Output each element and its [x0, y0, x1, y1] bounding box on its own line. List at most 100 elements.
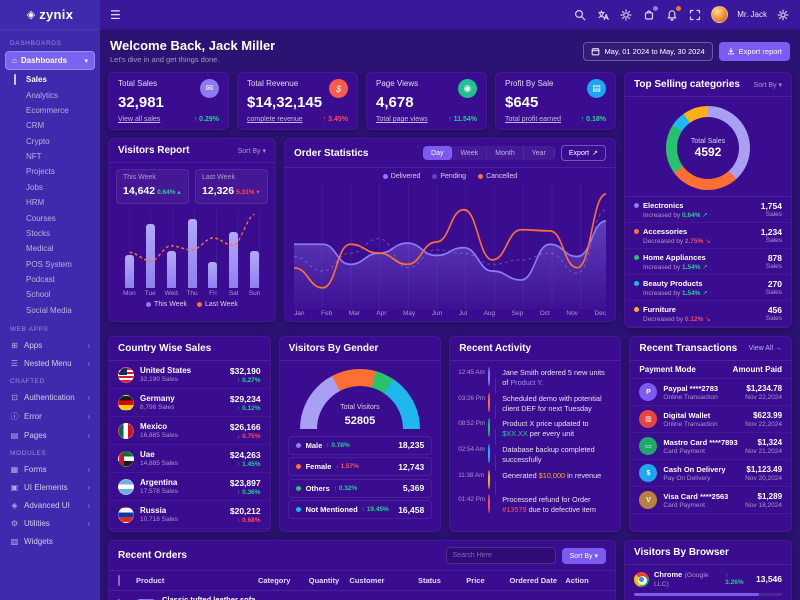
- category-label: Accessories: [643, 226, 688, 236]
- sidebar-item-authentication[interactable]: ⊡ Authentication ›: [0, 388, 100, 406]
- sidebar-item-medical[interactable]: Medical: [26, 244, 54, 254]
- sidebar-item-ecommerce[interactable]: Ecommerce: [26, 105, 69, 115]
- x-label: May: [403, 310, 416, 317]
- tab-day[interactable]: Day: [423, 146, 453, 160]
- user-avatar[interactable]: [711, 6, 729, 23]
- chevron-right-icon: ›: [87, 411, 90, 421]
- sidebar-item-projects[interactable]: Projects: [26, 167, 55, 177]
- order-statistics-card: Order Statistics Day Week Month Year Exp…: [284, 138, 616, 322]
- theme-sun-icon[interactable]: [619, 8, 633, 22]
- category-value: 1,234: [760, 227, 782, 237]
- search-input[interactable]: [445, 547, 556, 564]
- user-name[interactable]: Mr. Jack: [737, 10, 767, 19]
- x-label: Apr: [376, 310, 387, 317]
- line-chart-legend: Delivered Pending Cancelled: [285, 168, 615, 182]
- bar-column: [244, 210, 265, 288]
- sidebar-item-nested-menu[interactable]: ☰ Nested Menu ›: [0, 354, 100, 372]
- kpi-link[interactable]: Total profit earned: [505, 116, 562, 123]
- cart-icon[interactable]: [642, 5, 659, 22]
- sort-by-dropdown[interactable]: Sort By ▾: [754, 81, 782, 89]
- date-range-picker[interactable]: May, 01 2024 to May, 30 2024: [583, 41, 713, 61]
- visitors-by-browser-card: Visitors By Browser Chrome (Google LLC) …: [624, 540, 792, 600]
- sidebar-item-hrm[interactable]: HRM: [26, 198, 45, 208]
- view-all-link[interactable]: View All →: [748, 345, 783, 352]
- sidebar-item-utilities[interactable]: ⚙ Utilities ›: [0, 514, 100, 532]
- activity-pre: Jane Smith ordered 5 new units of: [502, 368, 605, 387]
- donut-center-label: Total Sales: [690, 137, 726, 145]
- activity-text: Generated $10,000 in revenue: [502, 471, 611, 489]
- logo-icon: ◈: [26, 9, 36, 21]
- trend-arrow-icon: ↗: [702, 263, 708, 271]
- sidebar-item-jobs[interactable]: Jobs: [26, 182, 43, 192]
- fullscreen-icon[interactable]: [688, 8, 702, 22]
- bell-icon[interactable]: [665, 5, 682, 22]
- sidebar-item-error[interactable]: ⓘ Error ›: [0, 406, 100, 426]
- sidebar-item-label: Nested Menu: [24, 358, 72, 368]
- advanced-ui-icon: ◈: [11, 500, 18, 510]
- translate-icon[interactable]: [596, 8, 610, 22]
- legend-label: This Week: [154, 301, 187, 308]
- select-all-checkbox[interactable]: [118, 575, 120, 586]
- export-report-button[interactable]: Export report: [718, 41, 790, 61]
- x-label: Feb: [320, 310, 333, 317]
- gender-value: 5,369: [402, 483, 425, 493]
- amount-paid: $623.99: [753, 410, 783, 420]
- kpi-link[interactable]: Total page views: [376, 116, 428, 123]
- tab-week[interactable]: Week: [452, 146, 488, 160]
- chevron-down-icon: ▾: [778, 81, 782, 89]
- sidebar-item-pages[interactable]: ▤ Pages ›: [0, 426, 100, 444]
- top-selling-donut: Total Sales 4592: [666, 106, 750, 190]
- category-value: 456: [767, 305, 782, 315]
- sidebar-item-courses[interactable]: Courses: [26, 213, 56, 223]
- table-row: P Paypal ****2783 Online Transaction $1,2…: [630, 379, 792, 406]
- sidebar-item-podcast[interactable]: Podcast: [26, 275, 55, 285]
- list-item: Female ↓ 1.57% 12,743: [287, 457, 433, 476]
- sidebar-item-pos-system[interactable]: POS System: [26, 259, 72, 269]
- sidebar-item-forms[interactable]: ▦ Forms ›: [0, 460, 100, 478]
- timeline-marker: [488, 493, 502, 515]
- activity-time: 03:26 Pm: [458, 394, 486, 402]
- sidebar-item-label: Advanced UI: [24, 500, 70, 510]
- category-dot: [634, 254, 639, 260]
- sidebar-item-school[interactable]: School: [26, 290, 51, 300]
- export-button[interactable]: Export ↗: [560, 145, 606, 161]
- sidebar-item-social-media[interactable]: Social Media: [26, 305, 72, 315]
- sidebar-item-dashboards[interactable]: ⌂ Dashboards ▾: [5, 51, 95, 70]
- country-sales: 16,885 Sales: [140, 432, 178, 439]
- category-label: Beauty Products: [643, 278, 703, 288]
- trend-arrow-icon: ↗: [702, 289, 708, 297]
- country-sales: 10,718 Sales: [140, 516, 178, 523]
- gender-value: 18,235: [398, 440, 425, 450]
- x-label: Fri: [209, 290, 217, 297]
- payment-date: Nov 22,2024: [745, 420, 783, 428]
- sidebar-item-crm[interactable]: CRM: [26, 121, 45, 131]
- tab-year[interactable]: Year: [524, 146, 555, 160]
- kpi-link[interactable]: View all sales: [118, 116, 161, 123]
- x-label: Sun: [248, 290, 261, 297]
- kpi-row: Total Sales ✉ 32,981 View all sales ↑ 0.…: [108, 72, 616, 130]
- dollar-icon: $: [329, 79, 348, 98]
- sidebar-item-nft[interactable]: NFT: [26, 152, 42, 162]
- sidebar-item-apps[interactable]: ⊞ Apps ›: [0, 336, 100, 354]
- activity-time: 08:52 Pm: [458, 420, 486, 428]
- sidebar-item-analytics[interactable]: Analytics: [26, 90, 59, 100]
- tab-month[interactable]: Month: [487, 146, 524, 160]
- kpi-label: Total Sales: [118, 79, 158, 88]
- date-range-value: May, 01 2024 to May, 30 2024: [604, 46, 705, 56]
- sidebar-item-sales[interactable]: Sales: [0, 72, 100, 87]
- sidebar-item-ui-elements[interactable]: ▣ UI Elements ›: [0, 478, 100, 496]
- widgets-icon: ▧: [10, 536, 19, 546]
- kpi-link[interactable]: complete revenue: [247, 116, 303, 123]
- visitors-stats: This Week 14,642 0.64% ▴ Last Week 12,326…: [109, 163, 275, 206]
- sidebar-item-stocks[interactable]: Stocks: [26, 228, 51, 238]
- sort-by-button[interactable]: Sort By ▾: [561, 547, 606, 564]
- x-label: Jun: [431, 310, 443, 317]
- sort-by-dropdown[interactable]: Sort By ▾: [238, 147, 266, 155]
- settings-gear-icon[interactable]: [776, 8, 790, 22]
- hamburger-menu-icon[interactable]: ☰: [110, 7, 121, 22]
- sidebar-item-advanced-ui[interactable]: ◈ Advanced UI ›: [0, 496, 100, 514]
- sidebar-item-widgets[interactable]: ▧ Widgets: [0, 532, 100, 550]
- search-icon[interactable]: [573, 8, 587, 22]
- sidebar-item-crypto[interactable]: Crypto: [26, 136, 50, 146]
- logo[interactable]: ◈ zynix: [0, 0, 100, 30]
